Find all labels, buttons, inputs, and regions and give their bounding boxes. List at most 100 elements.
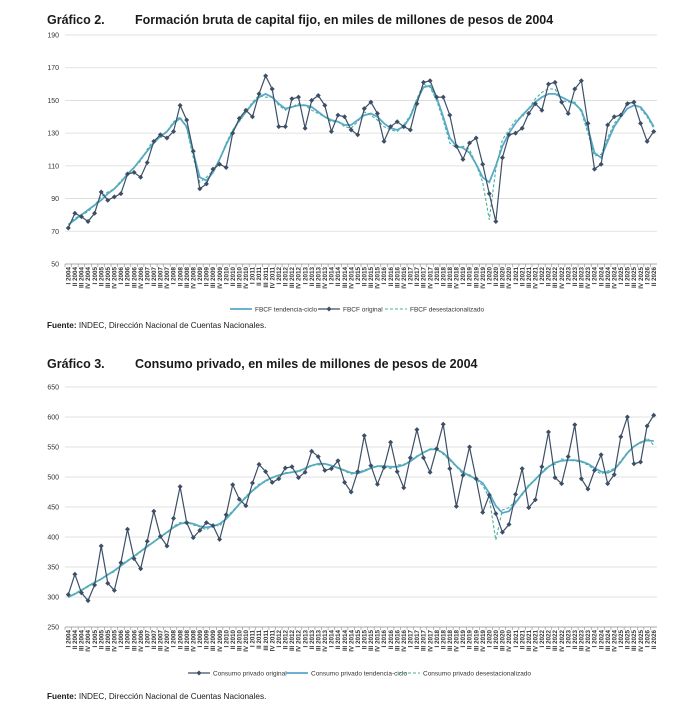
x-tick-label: II 2008 <box>177 267 184 287</box>
data-point <box>460 156 466 162</box>
x-tick-label: I 2020 <box>486 630 493 648</box>
x-tick-label: III 2012 <box>289 267 296 289</box>
data-point <box>256 461 262 467</box>
x-tick-label: I 2013 <box>302 267 309 285</box>
x-tick-label: I 2018 <box>434 267 441 285</box>
data-point <box>388 439 394 445</box>
x-tick-label: II 2025 <box>625 630 632 650</box>
x-tick-label: IV 2022 <box>559 267 566 289</box>
data-point <box>401 485 407 491</box>
data-point <box>184 520 190 526</box>
x-tick-label: II 2010 <box>230 630 237 650</box>
x-tick-label: III 2005 <box>105 267 112 289</box>
x-tick-label: I 2019 <box>460 267 467 285</box>
data-point <box>342 479 348 485</box>
x-tick-label: I 2015 <box>355 630 362 648</box>
x-tick-label: I 2010 <box>223 630 230 648</box>
data-point <box>401 124 407 130</box>
x-tick-label: IV 2025 <box>638 267 645 289</box>
data-point <box>92 210 98 216</box>
data-point <box>559 481 565 487</box>
data-point <box>381 464 387 470</box>
data-point <box>249 114 255 120</box>
data-point <box>65 592 71 598</box>
x-tick-label: II 2004 <box>72 267 79 287</box>
data-point <box>499 155 505 161</box>
data-point <box>605 481 611 487</box>
x-tick-label: IV 2017 <box>427 630 434 652</box>
data-point <box>131 556 137 562</box>
x-tick-label: III 2010 <box>237 630 244 652</box>
chart1-source-text: INDEC, Dirección Nacional de Cuentas Nac… <box>76 321 267 330</box>
data-point <box>414 101 420 107</box>
x-tick-label: II 2022 <box>546 630 553 650</box>
x-tick-label: IV 2004 <box>85 630 92 652</box>
data-point <box>598 452 604 458</box>
x-tick-label: II 2018 <box>440 630 447 650</box>
data-point <box>394 119 400 125</box>
data-point <box>381 138 387 144</box>
data-point <box>276 476 282 482</box>
x-tick-label: II 2006 <box>125 630 132 650</box>
x-tick-label: III 2009 <box>210 630 217 652</box>
data-point <box>315 454 321 460</box>
x-tick-label: I 2004 <box>65 630 72 648</box>
data-point <box>72 571 78 577</box>
data-point <box>440 94 446 100</box>
data-point <box>157 132 163 138</box>
x-tick-label: III 2020 <box>500 267 507 289</box>
data-point <box>447 112 453 118</box>
data-point <box>355 132 361 138</box>
x-tick-label: II 2016 <box>388 267 395 287</box>
data-point <box>565 111 571 117</box>
x-tick-label: IV 2012 <box>296 267 303 289</box>
x-tick-label: II 2006 <box>125 267 132 287</box>
x-tick-label: II 2013 <box>309 630 316 650</box>
data-point <box>111 194 117 200</box>
data-point <box>493 511 499 517</box>
data-point <box>322 467 328 473</box>
data-point <box>460 472 466 478</box>
x-tick-label: III 2021 <box>526 630 533 652</box>
y-tick-label: 250 <box>47 625 59 632</box>
data-point <box>65 225 71 231</box>
data-point <box>552 79 558 85</box>
chart2-source-text: INDEC, Dirección Nacional de Cuentas Nac… <box>76 692 267 701</box>
x-tick-label: III 2023 <box>579 267 586 289</box>
data-point <box>296 94 302 100</box>
x-tick-label: III 2009 <box>210 267 217 289</box>
data-point <box>447 466 453 472</box>
x-tick-label: III 2007 <box>158 267 165 289</box>
y-tick-label: 500 <box>47 475 59 482</box>
x-tick-label: I 2009 <box>197 630 204 648</box>
x-tick-label: IV 2005 <box>112 630 119 652</box>
data-point <box>309 448 315 454</box>
data-point <box>506 521 512 527</box>
data-point <box>651 129 657 135</box>
data-point <box>98 189 104 195</box>
x-tick-label: I 2014 <box>329 267 336 285</box>
x-tick-label: IV 2009 <box>217 630 224 652</box>
x-tick-label: II 2021 <box>519 267 526 287</box>
data-point <box>624 414 630 420</box>
data-point <box>545 81 551 87</box>
data-point <box>539 107 545 113</box>
x-tick-label: I 2016 <box>381 267 388 285</box>
x-tick-label: IV 2005 <box>112 267 119 289</box>
x-tick-label: II 2020 <box>493 267 500 287</box>
x-tick-label: IV 2022 <box>559 630 566 652</box>
chart1-source-label: Fuente: <box>47 321 77 330</box>
x-tick-label: I 2025 <box>618 630 625 648</box>
data-point <box>309 97 315 103</box>
data-point <box>124 171 130 177</box>
x-tick-label: II 2017 <box>414 630 421 650</box>
data-point <box>289 96 295 102</box>
x-tick-label: III 2006 <box>131 267 138 289</box>
data-point <box>276 124 282 130</box>
series-line-seasonal <box>67 83 655 226</box>
data-point <box>374 111 380 117</box>
data-point <box>532 497 538 503</box>
x-tick-label: IV 2006 <box>138 267 145 289</box>
data-point <box>434 94 440 100</box>
data-point <box>638 120 644 126</box>
